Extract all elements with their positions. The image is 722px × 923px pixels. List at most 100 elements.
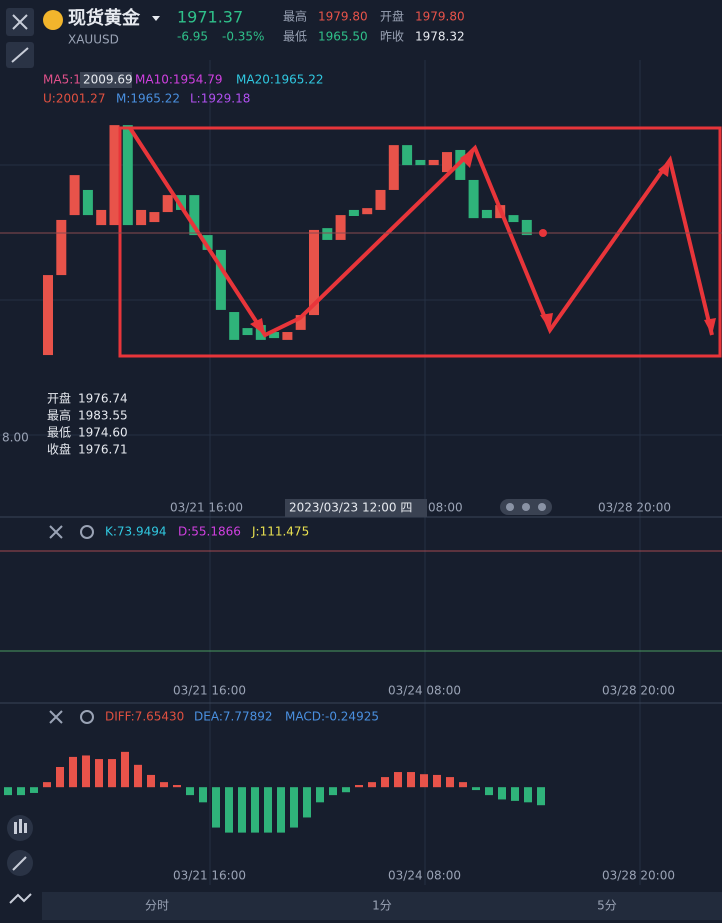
close-indicator[interactable]: [49, 525, 63, 539]
macd-bar: [446, 777, 454, 788]
macd-bar: [329, 787, 337, 796]
candle: [136, 209, 147, 226]
x-label: 03/28 20:00: [598, 501, 671, 515]
value: 1978.32: [415, 30, 465, 44]
macd-bar: [238, 787, 246, 833]
x-label: 03/21 16:00: [173, 869, 246, 883]
candle: [69, 175, 80, 216]
macd-bar: [17, 787, 25, 796]
value: 1979.80: [415, 10, 465, 24]
candle: [375, 189, 386, 210]
macd-bar: [30, 787, 38, 793]
x-label: 03/28 20:00: [602, 869, 675, 883]
macd-bar: [160, 782, 168, 788]
x-label: 03/21 16:00: [170, 501, 243, 515]
tab[interactable]: 1分: [372, 899, 392, 913]
settings-icon[interactable]: [80, 525, 94, 539]
macd-bar: [82, 755, 90, 788]
cursor-time-tag: [285, 499, 427, 517]
x-label: 03/28 20:00: [602, 684, 675, 698]
candle: [508, 215, 519, 223]
draw-button[interactable]: [7, 850, 33, 876]
ohlc-value: 1976.74: [78, 392, 128, 406]
change-pct: -0.35%: [222, 30, 264, 44]
macd-bar: [368, 782, 376, 788]
ohlc-label: 开盘: [47, 391, 71, 406]
ohlc-value: 1983.55: [78, 409, 128, 423]
ma10-label: MA10:1954.79: [135, 73, 223, 87]
macd-bar: [524, 787, 532, 803]
axis-label: 8.00: [2, 431, 29, 445]
tab[interactable]: 5分: [597, 899, 617, 913]
macd-bar: [355, 785, 363, 788]
boll-u-label: U:2001.27: [43, 92, 105, 106]
d-label: D:55.1866: [178, 525, 241, 539]
gold-icon: [43, 10, 63, 30]
candle: [335, 215, 346, 240]
candle: [295, 315, 306, 330]
boll-l-label: L:1929.18: [190, 92, 250, 106]
macd-bar: [498, 787, 506, 800]
candle: [348, 209, 359, 217]
x-label: 08:00: [428, 501, 463, 515]
macd-bar: [4, 787, 12, 796]
macd-bar: [290, 787, 298, 828]
candle: [202, 235, 213, 250]
macd-bar: [537, 787, 545, 806]
macd-bar: [147, 774, 155, 788]
macd-bar: [43, 782, 51, 788]
candle: [309, 229, 319, 316]
ohlc-label: 收盘: [47, 442, 71, 457]
macd-bar: [134, 764, 142, 788]
candle: [109, 125, 120, 226]
arrowheads: [250, 148, 716, 335]
candle: [322, 228, 333, 240]
candle: [428, 159, 439, 166]
label: 最低: [283, 30, 307, 44]
tab[interactable]: 分时: [145, 899, 169, 913]
macd-bar: [108, 759, 116, 788]
candle: [481, 209, 492, 219]
indicator-button[interactable]: [9, 893, 32, 904]
annotation-box: [118, 126, 722, 358]
candle: [442, 152, 452, 173]
cursor-time: 2023/03/23 12:00 四: [289, 501, 412, 515]
close-indicator[interactable]: [49, 710, 63, 724]
candle: [402, 145, 413, 166]
boll-m-label: M:1965.22: [116, 92, 180, 106]
macd-bar: [199, 787, 207, 803]
macd-bar: [212, 787, 220, 828]
candle: [189, 195, 200, 236]
macd-bar: [173, 785, 181, 788]
candle: [468, 179, 479, 219]
macd-bar: [511, 787, 519, 801]
collapse-button[interactable]: [6, 42, 34, 68]
k-label: K:73.9494: [105, 525, 167, 539]
macd-bar: [251, 787, 259, 833]
candle: [229, 312, 240, 340]
macd-bar: [342, 787, 350, 793]
label: 昨收: [380, 30, 404, 44]
label: 开盘: [380, 9, 404, 24]
close-button[interactable]: [6, 8, 34, 36]
j-label: J:111.475: [251, 525, 309, 539]
candle: [162, 195, 173, 213]
pager-dots[interactable]: [500, 499, 552, 515]
macd-bar: [433, 774, 441, 788]
tool-button[interactable]: [7, 815, 33, 841]
x-label: 03/24 08:00: [388, 684, 461, 698]
macd-bar: [277, 787, 285, 833]
macd-bar: [303, 787, 311, 818]
macd-bar: [381, 777, 389, 788]
dropdown-arrow[interactable]: [152, 16, 160, 21]
tab-bar: [42, 892, 722, 920]
instrument-name[interactable]: 现货黄金: [68, 7, 141, 29]
candle: [255, 325, 266, 340]
macd-bar: [459, 782, 467, 788]
macd-bar: [394, 772, 402, 788]
value: 1965.50: [318, 30, 368, 44]
settings-icon[interactable]: [80, 710, 94, 724]
candle: [56, 219, 67, 276]
candle: [82, 189, 93, 216]
